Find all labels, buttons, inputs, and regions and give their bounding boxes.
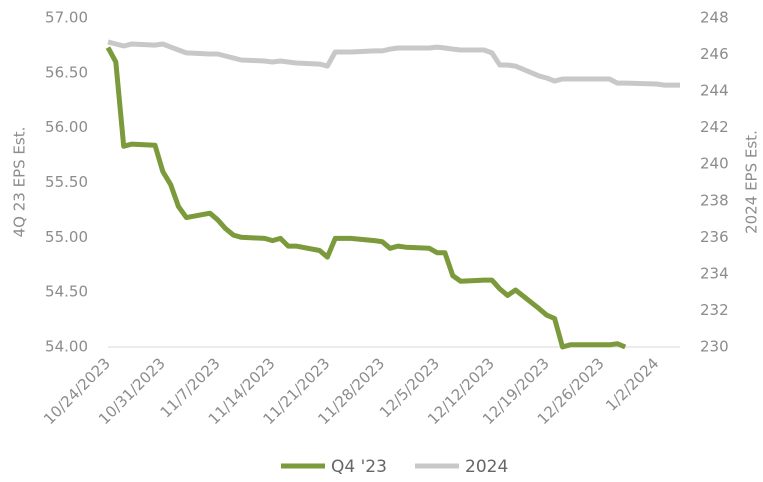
y-tick-label: 56.00 — [45, 118, 88, 136]
y2-tick-label: 242 — [700, 118, 729, 136]
series-line — [105, 46, 627, 350]
y2-tick-label: 234 — [700, 264, 729, 282]
y2-tick-label: 246 — [700, 45, 729, 63]
y2-tick-label: 232 — [700, 301, 729, 319]
series-line — [107, 39, 680, 88]
y2-tick-label: 230 — [700, 338, 729, 356]
y-tick-label: 57.00 — [45, 9, 88, 27]
y-tick-label: 54.50 — [45, 283, 88, 301]
legend-label: 2024 — [465, 457, 508, 477]
y2-axis-title: 2024 EPS Est. — [743, 130, 761, 234]
y-tick-label: 55.50 — [45, 173, 88, 191]
y2-tick-label: 238 — [700, 191, 729, 209]
y-axis-title: 4Q 23 EPS Est. — [11, 127, 29, 238]
y-tick-label: 56.50 — [45, 63, 88, 81]
y2-tick-label: 244 — [700, 82, 729, 100]
legend-label: Q4 '23 — [331, 457, 387, 477]
x-tick-label: 1/2/2024 — [602, 354, 662, 414]
y2-tick-label: 248 — [700, 9, 729, 27]
y-tick-label: 54.00 — [45, 338, 88, 356]
y-tick-label: 55.00 — [45, 228, 88, 246]
y2-tick-label: 236 — [700, 228, 729, 246]
y2-tick-label: 240 — [700, 155, 729, 173]
